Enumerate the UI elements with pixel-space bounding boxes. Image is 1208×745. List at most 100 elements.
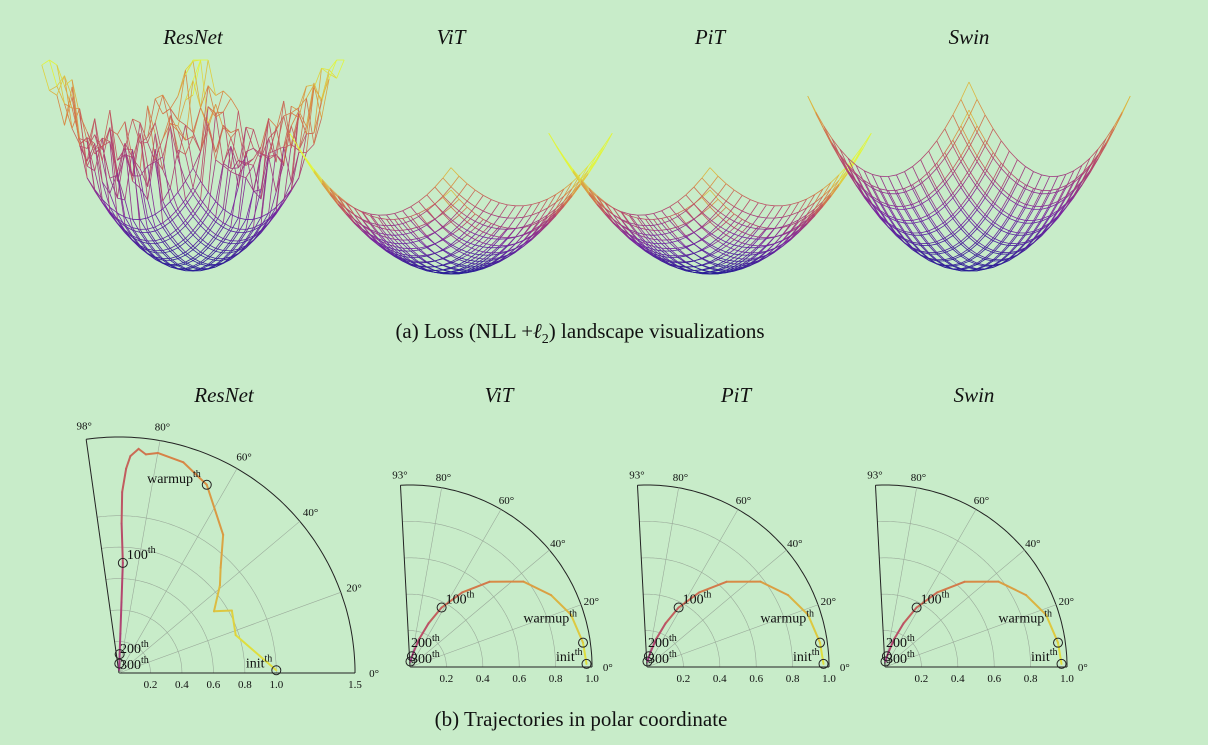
polar-grid-arc bbox=[110, 609, 183, 673]
theta-tick-label: 93° bbox=[392, 469, 407, 481]
trajectory-segment bbox=[218, 566, 222, 587]
landscape-title-vit: ViT bbox=[436, 25, 466, 49]
theta-tick-label: 98° bbox=[76, 420, 91, 432]
polar-grid-arc bbox=[879, 557, 995, 667]
trajectory-segment bbox=[698, 580, 728, 594]
trajectory-segment bbox=[902, 606, 918, 625]
trajectory-marker bbox=[881, 651, 892, 662]
polar-spoke bbox=[646, 487, 679, 668]
theta-tick-label: 40° bbox=[550, 538, 565, 550]
theta-tick-label: 60° bbox=[736, 495, 751, 507]
trajectory-segment bbox=[427, 606, 443, 625]
polar-grid-arc bbox=[643, 593, 721, 667]
polar-grid-arc bbox=[637, 484, 830, 667]
polar-spoke bbox=[118, 521, 300, 674]
landscape-title-swin: Swin bbox=[948, 25, 990, 49]
landscape-resnet-mesh bbox=[41, 59, 345, 272]
trajectory-marker bbox=[643, 651, 654, 662]
r-tick-label: 0.8 bbox=[1024, 673, 1038, 685]
trajectory-label-warmup: warmupth bbox=[998, 609, 1052, 627]
polar-spoke bbox=[118, 468, 238, 674]
trajectory-segment bbox=[230, 609, 237, 637]
trajectory-label-200: 200th bbox=[648, 633, 677, 651]
trajectory-label-100: 100th bbox=[683, 590, 712, 608]
trajectory-label-100: 100th bbox=[127, 545, 156, 563]
theta-tick-label: 93° bbox=[867, 469, 882, 481]
trajectory-segment bbox=[461, 580, 491, 594]
trajectory-segment bbox=[213, 609, 233, 613]
trajectory-segment bbox=[219, 533, 225, 569]
landscape-pit-mesh bbox=[548, 132, 872, 275]
polar-grid-arc bbox=[639, 521, 793, 667]
trajectory-segment bbox=[936, 580, 966, 594]
r-tick-label: 0.6 bbox=[207, 679, 221, 691]
trajectory-segment bbox=[806, 613, 822, 644]
trajectory-segment bbox=[125, 455, 132, 470]
theta-tick-label: 20° bbox=[584, 596, 599, 608]
r-tick-label: 0.4 bbox=[713, 673, 727, 685]
trajectory-label-300: 300th bbox=[120, 655, 149, 673]
trajectory-marker bbox=[201, 479, 212, 490]
theta-tick-label: 80° bbox=[911, 472, 926, 484]
trajectory-label-300: 300th bbox=[411, 649, 440, 667]
trajectory-segment bbox=[887, 638, 895, 653]
polar-spoke bbox=[409, 604, 582, 668]
trajectory-segment bbox=[649, 638, 657, 653]
polar-grid-arc bbox=[114, 641, 151, 673]
landscape-title-pit: PiT bbox=[694, 25, 726, 49]
trajectory-marker bbox=[436, 602, 447, 613]
trajectory-marker bbox=[114, 658, 125, 669]
r-tick-label: 0.6 bbox=[749, 673, 763, 685]
polar-spoke bbox=[646, 509, 739, 668]
trajectory-segment bbox=[137, 447, 147, 456]
polar-spoke bbox=[884, 604, 1057, 668]
polar-grid-arc bbox=[881, 593, 959, 667]
trajectory-marker bbox=[578, 637, 589, 648]
polar-grid-arc bbox=[877, 521, 1031, 667]
polar-spoke bbox=[636, 485, 648, 668]
r-tick-label: 0.6 bbox=[512, 673, 526, 685]
theta-tick-label: 60° bbox=[236, 451, 251, 463]
polar-spoke bbox=[399, 485, 411, 668]
polar-grid-arc bbox=[86, 436, 356, 673]
landscape-vit-mesh bbox=[289, 132, 613, 275]
polar-grid-arc bbox=[875, 484, 1068, 667]
trajectory-label-200: 200th bbox=[120, 639, 149, 657]
r-tick-label: 0.4 bbox=[175, 679, 189, 691]
trajectory-marker bbox=[815, 637, 826, 648]
trajectory-marker bbox=[406, 651, 417, 662]
theta-tick-label: 40° bbox=[303, 507, 318, 519]
trajectory-segment bbox=[1057, 641, 1063, 665]
landscape-swin-mesh bbox=[807, 81, 1131, 272]
polar-spoke bbox=[884, 487, 917, 668]
trajectory-segment bbox=[118, 632, 122, 656]
theta-tick-label: 93° bbox=[629, 469, 644, 481]
trajectory-marker bbox=[581, 658, 592, 669]
trajectory-label-100: 100th bbox=[446, 590, 475, 608]
trajectory-segment bbox=[1044, 613, 1060, 644]
theta-tick-label: 0° bbox=[603, 662, 613, 674]
trajectory-label-100: 100th bbox=[921, 590, 950, 608]
trajectory-marker bbox=[911, 602, 922, 613]
theta-tick-label: 60° bbox=[974, 495, 989, 507]
polar-grid-arc bbox=[408, 630, 447, 667]
trajectory-label-200: 200th bbox=[411, 633, 440, 651]
r-tick-label: 0.8 bbox=[549, 673, 563, 685]
trajectory-marker bbox=[1056, 658, 1067, 669]
r-tick-label: 0.4 bbox=[476, 673, 490, 685]
trajectory-label-200: 200th bbox=[886, 633, 915, 651]
polar-spoke bbox=[646, 549, 787, 668]
trajectory-label-init: initth bbox=[1031, 647, 1057, 665]
polar-spoke bbox=[118, 440, 161, 674]
trajectory-segment bbox=[120, 522, 124, 564]
theta-tick-label: 0° bbox=[840, 662, 850, 674]
trajectory-segment bbox=[787, 594, 809, 616]
polar-spoke bbox=[85, 439, 120, 674]
r-tick-label: 1.5 bbox=[348, 679, 362, 691]
theta-tick-label: 80° bbox=[155, 422, 170, 434]
polar-spoke bbox=[409, 487, 442, 668]
trajectory-marker bbox=[271, 665, 282, 676]
